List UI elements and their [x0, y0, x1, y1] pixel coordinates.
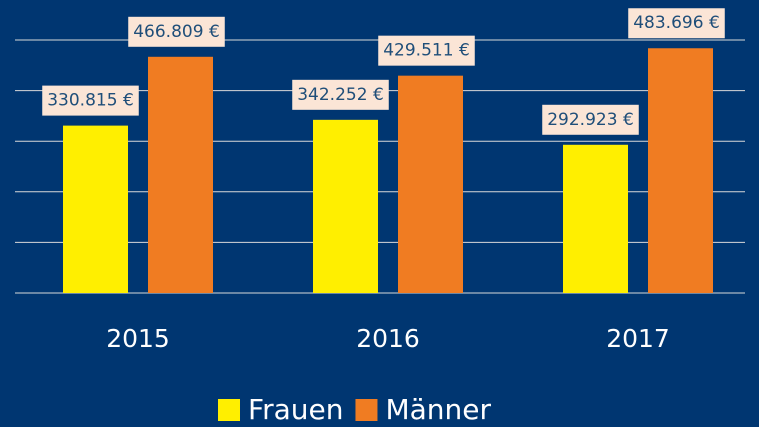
legend-label: Männer: [385, 393, 491, 426]
data-label-box: [378, 35, 475, 66]
data-label-text: 330.815 €: [47, 91, 134, 111]
x-tick-label: 2016: [356, 324, 420, 353]
data-label: 342.252 €: [292, 79, 389, 110]
bar: [648, 48, 713, 294]
data-label-text: 292.923 €: [547, 110, 634, 130]
x-tick-label: 2015: [106, 324, 170, 353]
data-label-box: [292, 79, 389, 110]
data-label-text: 429.511 €: [383, 41, 470, 61]
data-label-text: 342.252 €: [297, 85, 384, 105]
data-label-text: 466.809 €: [133, 22, 220, 42]
data-label-box: [42, 85, 139, 116]
legend-swatch: [355, 399, 378, 421]
bar: [313, 119, 378, 293]
data-label: 483.696 €: [628, 8, 725, 39]
data-label-box: [128, 16, 225, 47]
bar: [63, 125, 128, 294]
data-label-box: [542, 104, 639, 135]
data-label-box: [628, 8, 725, 39]
data-label-text: 483.696 €: [633, 13, 720, 33]
legend-swatch: [218, 399, 240, 421]
data-label: 330.815 €: [42, 85, 139, 116]
bar: [563, 144, 628, 293]
data-label: 429.511 €: [378, 35, 475, 66]
bar: [398, 75, 463, 293]
data-label: 292.923 €: [542, 104, 639, 135]
legend-label: Frauen: [248, 393, 343, 426]
data-label: 466.809 €: [128, 16, 225, 47]
x-tick-label: 2017: [606, 324, 670, 353]
bar: [148, 56, 213, 293]
